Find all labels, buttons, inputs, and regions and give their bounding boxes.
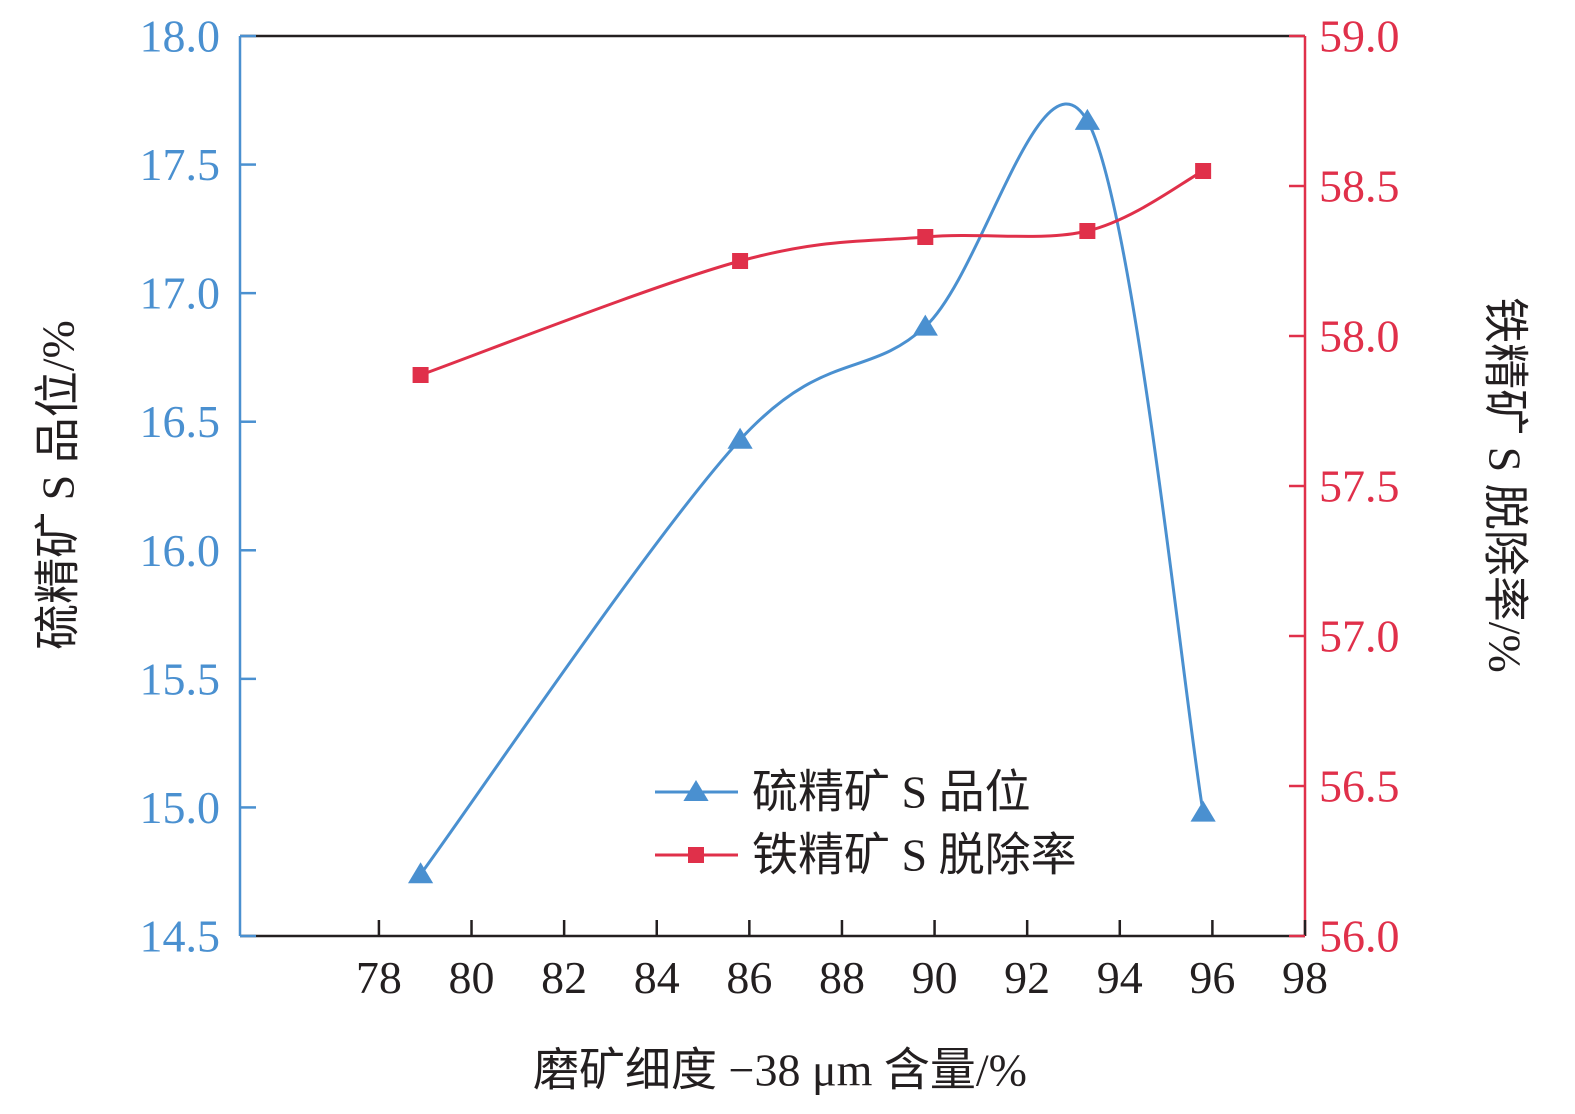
series-layer <box>407 102 1216 884</box>
legend-marker-s-removal <box>688 847 704 863</box>
legend: 硫精矿 S 品位 铁精矿 S 脱除率 <box>655 767 1077 881</box>
x-tick-labels: 78 80 82 84 86 88 90 92 94 96 98 <box>356 952 1328 1003</box>
x-tick-label: 84 <box>634 952 680 1003</box>
x-tick-label: 94 <box>1097 952 1143 1003</box>
x-tick-label: 92 <box>1004 952 1050 1003</box>
left-y-tick-label: 15.0 <box>140 782 221 833</box>
x-tick-label: 78 <box>356 952 402 1003</box>
axes <box>238 34 1307 938</box>
left-y-tick-label: 16.5 <box>140 396 221 447</box>
data-point-square <box>732 253 749 269</box>
data-point-square <box>412 367 429 383</box>
right-y-tick-label: 56.0 <box>1319 911 1400 962</box>
x-tick-label: 90 <box>912 952 958 1003</box>
data-point-triangle <box>1190 800 1216 822</box>
right-y-tick-label: 56.5 <box>1319 761 1400 812</box>
x-tick-label: 80 <box>449 952 495 1003</box>
data-point-triangle <box>912 314 938 336</box>
legend-label-s-grade: 硫精矿 S 品位 <box>752 767 1031 818</box>
data-point-square <box>1079 223 1096 239</box>
right-y-tick-label: 58.0 <box>1319 311 1400 362</box>
x-tick-label: 82 <box>541 952 587 1003</box>
left-y-axis-title: 硫精矿 S 品位/% <box>33 320 84 650</box>
x-tick-label: 86 <box>726 952 772 1003</box>
x-tick-label: 88 <box>819 952 865 1003</box>
right-y-tick-label: 57.5 <box>1319 461 1400 512</box>
left-y-tick-label: 18.0 <box>140 11 221 62</box>
legend-marker-s-grade <box>683 780 709 801</box>
x-tick-label: 98 <box>1282 952 1328 1003</box>
series-line-1 <box>420 169 1204 377</box>
right-y-axis-title: 铁精矿 S 脱除率/% <box>1480 297 1531 673</box>
data-point-square <box>1195 163 1212 179</box>
left-y-tick-label: 17.0 <box>140 268 221 319</box>
data-point-triangle <box>1074 108 1100 130</box>
left-y-tick-labels: 14.5 15.0 15.5 16.0 16.5 17.0 17.5 18.0 <box>140 11 221 962</box>
right-y-tick-label: 58.5 <box>1319 161 1400 212</box>
right-y-tick-label: 57.0 <box>1319 611 1400 662</box>
left-y-tick-label: 15.5 <box>140 653 221 704</box>
x-axis-title: 磨矿细度 −38 μm 含量/% <box>533 1045 1027 1096</box>
data-point-triangle <box>727 427 753 449</box>
right-y-tick-labels: 56.0 56.5 57.0 57.5 58.0 58.5 59.0 <box>1319 11 1400 962</box>
right-y-tick-label: 59.0 <box>1319 11 1400 62</box>
series-line-0 <box>419 102 1205 876</box>
left-y-tick-label: 16.0 <box>140 525 221 576</box>
legend-label-s-removal: 铁精矿 S 脱除率 <box>752 830 1077 881</box>
data-point-triangle <box>407 862 434 884</box>
left-y-tick-label: 14.5 <box>140 911 221 962</box>
x-tick-label: 96 <box>1189 952 1235 1003</box>
data-point-square <box>917 229 934 245</box>
left-y-tick-label: 17.5 <box>140 139 221 190</box>
